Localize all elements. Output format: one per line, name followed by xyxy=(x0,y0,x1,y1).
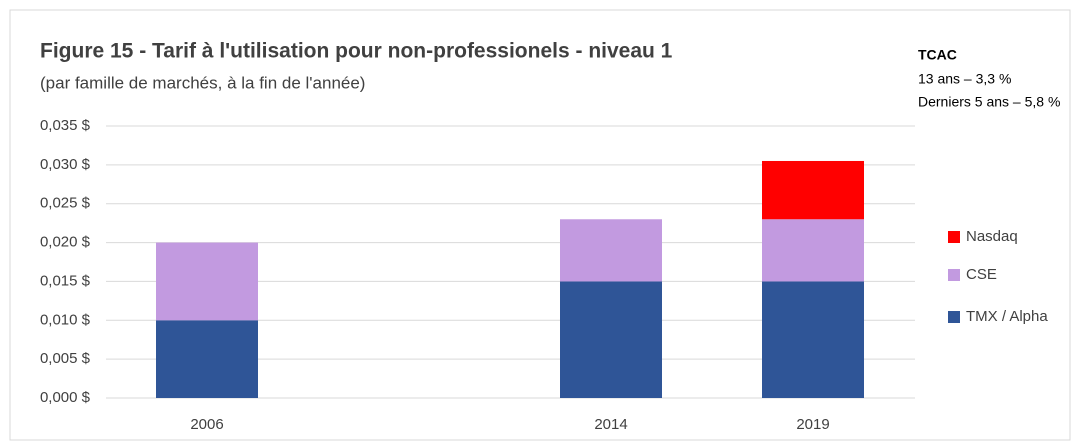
legend-label: Nasdaq xyxy=(966,228,1018,245)
x-tick-label: 2006 xyxy=(190,416,223,433)
bar-segment xyxy=(762,281,864,398)
chart-title: Figure 15 - Tarif à l'utilisation pour n… xyxy=(40,40,673,63)
y-tick-label: 0,035 $ xyxy=(40,117,91,134)
annotation: Derniers 5 ans – 5,8 % xyxy=(918,94,1060,110)
x-tick-label: 2014 xyxy=(594,416,627,433)
bar-segment xyxy=(156,242,258,321)
x-tick-label: 2019 xyxy=(796,416,829,433)
y-tick-label: 0,005 $ xyxy=(40,350,91,367)
legend-label: TMX / Alpha xyxy=(966,308,1048,325)
bar-segment xyxy=(762,160,864,220)
y-tick-label: 0,025 $ xyxy=(40,195,91,212)
y-tick-label: 0,010 $ xyxy=(40,311,91,328)
legend-swatch xyxy=(948,269,960,281)
legend-swatch xyxy=(948,311,960,323)
annotation: 13 ans – 3,3 % xyxy=(918,71,1011,87)
legend-swatch xyxy=(948,231,960,243)
y-tick-label: 0,015 $ xyxy=(40,272,91,289)
bar-segment xyxy=(762,219,864,282)
y-tick-label: 0,030 $ xyxy=(40,156,91,173)
bar-segment xyxy=(560,281,662,398)
y-tick-label: 0,000 $ xyxy=(40,389,91,406)
y-tick-label: 0,020 $ xyxy=(40,234,91,251)
annotation: TCAC xyxy=(918,47,957,63)
bar-segment xyxy=(156,320,258,398)
bar-segment xyxy=(560,219,662,282)
chart-subtitle: (par famille de marchés, à la fin de l'a… xyxy=(40,73,365,92)
legend-label: CSE xyxy=(966,266,997,283)
